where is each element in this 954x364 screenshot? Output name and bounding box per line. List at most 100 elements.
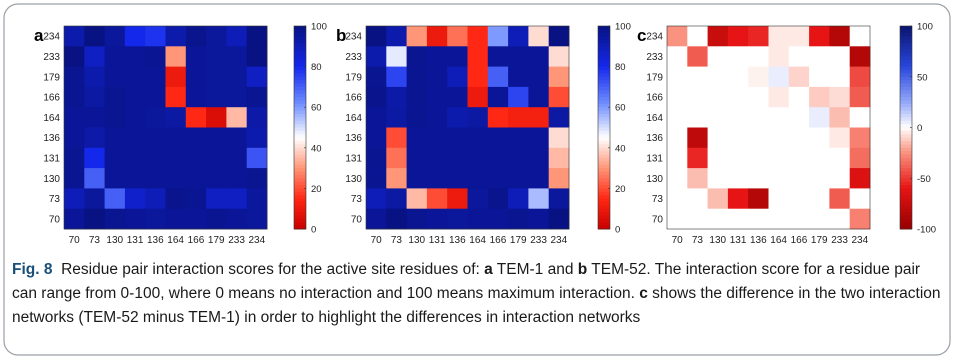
heatmap-cell [768,66,790,88]
colorbar-segment [598,100,610,105]
heatmap-cell [447,86,468,108]
colorbar-segment [294,113,306,118]
colorbar-segment [598,83,610,88]
colorbar-segment [598,46,610,51]
heatmap-cell [467,86,489,108]
y-tick-label: 73 [351,194,363,205]
heatmap-cell [707,46,729,67]
colorbar-segment [598,212,610,216]
colorbar-segment [900,80,912,85]
colorbar-segment [598,69,610,74]
heatmap-cell [165,66,187,88]
heatmap-cell [145,127,166,149]
colorbar-segment [294,49,306,54]
colorbar-segment [598,32,610,37]
colorbar-segment [900,83,912,88]
y-tick-label: 166 [43,93,60,104]
heatmap-cell [768,208,790,230]
heatmap-cell [829,46,851,67]
colorbar-segment [598,171,610,176]
colorbar-segment [294,144,306,149]
heatmap-cell [426,168,448,189]
heatmap-cell [185,46,207,67]
heatmap-cell [508,66,529,88]
colorbar-segment [598,201,610,206]
heatmap-cell [246,188,268,210]
heatmap-cell [226,168,248,189]
heatmap-cell [145,188,166,210]
colorbar-segment [900,151,912,156]
heatmap-cell [124,147,146,169]
colorbar-segment [900,168,912,172]
colorbar-segment [900,134,912,139]
panel-label: b [336,26,346,45]
colorbar-tick-label: 100 [311,22,327,33]
colorbar-segment [598,127,610,132]
colorbar-segment [294,212,306,216]
colorbar-segment [294,218,306,223]
heatmap-cell [386,26,407,47]
heatmap-cell [667,208,688,230]
colorbar-segment [900,66,912,71]
colorbar-segment [598,188,610,193]
heatmap-cell [185,127,207,149]
colorbar-segment [598,154,610,159]
colorbar-tick-label: 80 [615,62,626,73]
heatmap-cell [206,168,227,189]
heatmap-cell [406,127,428,149]
x-tick-label: 70 [69,235,81,246]
heatmap-cell [788,86,810,108]
colorbar-segment [294,205,306,210]
heatmap-cell [165,188,187,210]
colorbar-segment [900,120,912,125]
colorbar-segment [294,222,306,227]
colorbar-segment [598,157,610,162]
colorbar-segment [598,73,610,78]
colorbar-segment [598,144,610,149]
heatmap-cell [548,107,570,128]
heatmap-cell [829,208,851,230]
colorbar-segment [294,86,306,91]
heatmap-cell [447,46,468,67]
heatmap-cell [849,26,871,47]
heatmap-cell [145,46,166,67]
heatmap-cell [788,26,810,47]
colorbar-segment [294,225,306,230]
heatmap-cell [104,86,126,108]
heatmap-cell [727,188,749,210]
heatmap-cell [487,26,509,47]
heatmap-cell [467,168,489,189]
colorbar-segment [900,178,912,183]
y-tick-label: 131 [646,153,663,164]
heatmap-cell [829,86,851,108]
x-tick-label: 70 [672,235,684,246]
heatmap-cell [84,66,105,88]
heatmap-cell [707,168,729,189]
colorbar-segment [294,147,306,152]
colorbar-segment [598,147,610,152]
heatmap-cell [64,66,85,88]
y-tick-label: 130 [43,174,60,185]
colorbar-segment [294,42,306,47]
heatmap-cell [226,86,248,108]
heatmap-cell [185,188,207,210]
heatmap-cell [508,86,529,108]
x-tick-label: 166 [490,235,507,246]
heatmap-cell [206,66,227,88]
y-tick-label: 73 [49,194,61,205]
heatmap-cell [447,147,468,169]
colorbar-segment [294,63,306,68]
heatmap-cell [84,107,105,128]
colorbar-segment [900,161,912,166]
panel-label: c [637,26,646,45]
colorbar-segment [900,29,912,34]
y-tick-label: 70 [49,214,61,225]
heatmap-cell [667,147,688,169]
heatmap-cell [467,208,489,230]
heatmap-cell [426,107,448,128]
heatmap-cell [748,26,769,47]
x-tick-label: 136 [449,235,466,246]
heatmap-cell [366,208,387,230]
